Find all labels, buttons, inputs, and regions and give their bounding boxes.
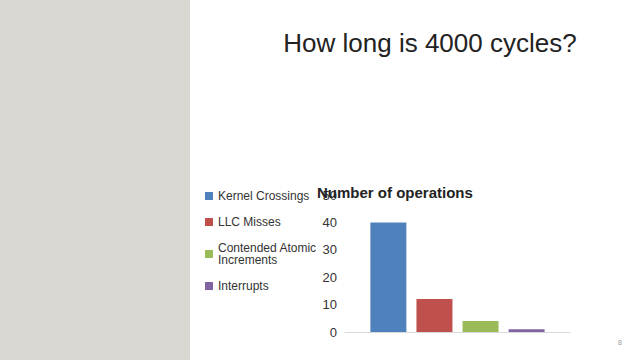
- html-text:How long is 4000 cycles?: How long is 4000 cycles?: [283, 28, 577, 58]
- svg-text:20: 20: [323, 270, 337, 285]
- html-text:8: 8: [618, 339, 622, 346]
- svg-text:40: 40: [323, 215, 337, 230]
- svg-text:10: 10: [323, 297, 337, 312]
- svg-text:Contended Atomic: Contended Atomic: [218, 241, 320, 255]
- svg-text:30: 30: [323, 242, 337, 257]
- svg-text:LLC Misses: LLC Misses: [218, 215, 281, 229]
- svg-text:0: 0: [330, 325, 337, 340]
- svg-text:Increments: Increments: [218, 253, 277, 267]
- svg-text:Number of operations: Number of operations: [317, 184, 473, 201]
- svg-text:Interrupts: Interrupts: [218, 279, 269, 293]
- svg-text:Kernel Crossings: Kernel Crossings: [218, 189, 309, 203]
